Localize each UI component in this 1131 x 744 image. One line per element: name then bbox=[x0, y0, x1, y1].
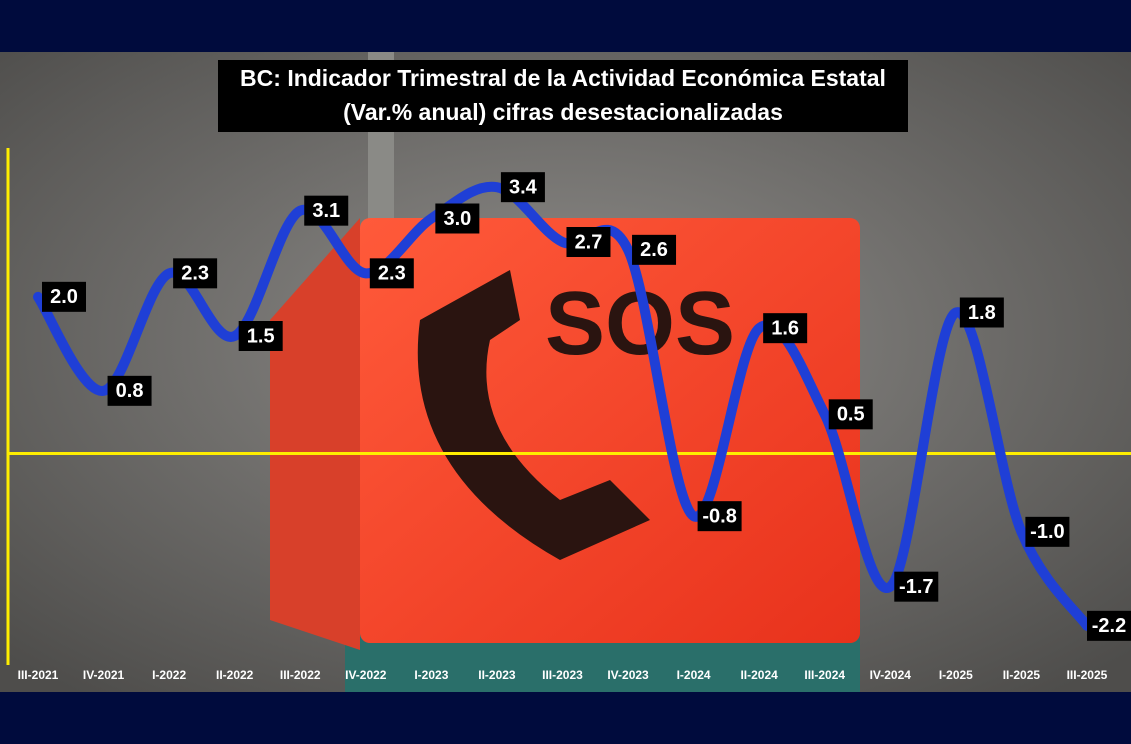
value-label: 3.4 bbox=[509, 176, 538, 198]
value-label-bg bbox=[42, 281, 86, 312]
value-label-bg bbox=[763, 313, 808, 344]
value-label-bg bbox=[894, 571, 939, 602]
x-tick-label: IV-2021 bbox=[83, 668, 125, 682]
value-label-bg bbox=[1025, 516, 1070, 547]
x-tick-label: III-2023 bbox=[542, 668, 583, 682]
data-line bbox=[33, 181, 1092, 631]
value-label-bg bbox=[369, 258, 414, 289]
value-label: 2.7 bbox=[575, 231, 603, 253]
value-label-bg bbox=[566, 227, 611, 257]
x-tick-label: I-2025 bbox=[939, 668, 973, 682]
x-tick-label: IV-2022 bbox=[345, 668, 387, 682]
value-label: 0.5 bbox=[837, 404, 865, 426]
value-label-bg bbox=[435, 203, 480, 234]
chart-subtitle: (Var.% anual) cifras desestacionalizadas bbox=[343, 99, 783, 125]
x-tick-label: I-2024 bbox=[677, 668, 711, 682]
value-label: -2.2 bbox=[1092, 615, 1126, 637]
value-label-bg bbox=[959, 297, 1004, 328]
value-label-bg bbox=[828, 399, 873, 430]
value-label-bg bbox=[304, 195, 349, 226]
x-tick-label: I-2022 bbox=[152, 668, 186, 682]
value-label: 1.6 bbox=[771, 317, 799, 339]
x-tick-label: II-2022 bbox=[216, 668, 254, 682]
value-label-bg bbox=[107, 375, 152, 406]
value-label-bg bbox=[1087, 610, 1131, 641]
x-tick-label: II-2024 bbox=[740, 668, 778, 682]
value-label-bg bbox=[500, 172, 545, 203]
value-label: 2.0 bbox=[50, 286, 78, 308]
value-label: 3.0 bbox=[443, 208, 471, 230]
value-label: 2.3 bbox=[181, 263, 209, 285]
chart-title: BC: Indicador Trimestral de la Actividad… bbox=[240, 65, 886, 91]
photo-box-side bbox=[270, 218, 360, 650]
value-label: -1.7 bbox=[899, 576, 933, 598]
value-label: -1.0 bbox=[1030, 521, 1064, 543]
value-label: 1.8 bbox=[968, 302, 996, 324]
x-tick-label: III-2022 bbox=[280, 668, 321, 682]
value-label: 3.1 bbox=[312, 200, 340, 222]
value-label: 0.8 bbox=[116, 380, 144, 402]
title-box bbox=[218, 60, 908, 132]
value-label: 2.3 bbox=[378, 263, 406, 285]
photo-phone bbox=[417, 270, 650, 560]
value-label: -0.8 bbox=[702, 505, 736, 527]
x-tick-label: I-2023 bbox=[414, 668, 448, 682]
x-tick-label: II-2025 bbox=[1003, 668, 1041, 682]
value-label-bg bbox=[697, 501, 742, 532]
value-label: 1.5 bbox=[247, 325, 275, 347]
x-tick-label: III-2025 bbox=[1067, 668, 1108, 682]
value-label-bg bbox=[632, 234, 677, 265]
x-tick-label: II-2023 bbox=[478, 668, 516, 682]
value-label-bg bbox=[173, 258, 218, 289]
x-tick-label: III-2021 bbox=[18, 668, 59, 682]
value-label: 2.6 bbox=[640, 239, 668, 261]
x-tick-label: IV-2023 bbox=[607, 668, 649, 682]
x-tick-label: IV-2024 bbox=[870, 668, 912, 682]
x-tick-label: III-2024 bbox=[804, 668, 845, 682]
value-label-bg bbox=[238, 321, 283, 351]
